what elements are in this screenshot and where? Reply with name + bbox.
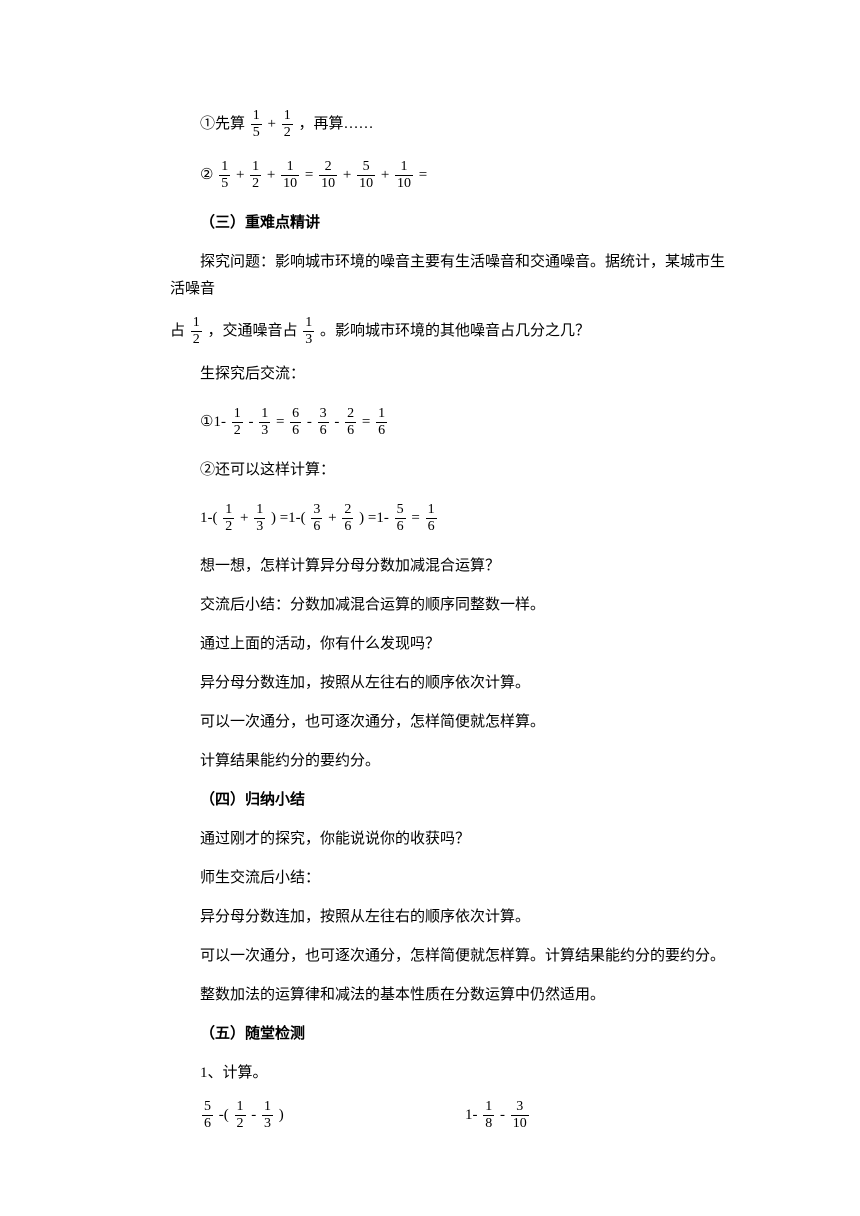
- fraction: 12: [282, 108, 293, 141]
- fraction: 15: [251, 108, 262, 141]
- op: =1-: [368, 505, 389, 532]
- paragraph: 生探究后交流：: [170, 361, 730, 388]
- rparen: ): [271, 505, 276, 532]
- exercise-2: 1- 18 - 310: [465, 1099, 730, 1132]
- op: -: [500, 1102, 505, 1129]
- text: 占: [170, 318, 185, 345]
- fraction: 12: [250, 159, 261, 192]
- text: ，再算……: [298, 111, 373, 138]
- fraction: 12: [232, 406, 243, 439]
- section-heading-3: （三）重难点精讲: [170, 210, 730, 237]
- paragraph: 异分母分数连加，按照从左往右的顺序依次计算。: [170, 670, 730, 697]
- text: ，交通噪音占: [208, 318, 298, 345]
- fraction: 110: [281, 159, 299, 192]
- equation-line-3: ①1- 12 - 13 = 66 - 36 - 26 = 16: [170, 406, 730, 439]
- op: -: [248, 409, 253, 436]
- op: -: [251, 1102, 256, 1129]
- fraction: 56: [395, 502, 406, 535]
- op: =: [419, 162, 427, 189]
- fraction: 510: [357, 159, 375, 192]
- op: +: [236, 162, 244, 189]
- fraction: 110: [395, 159, 413, 192]
- op: +: [268, 111, 276, 138]
- fraction: 26: [345, 406, 356, 439]
- fraction: 12: [235, 1099, 246, 1132]
- fraction: 16: [376, 406, 387, 439]
- fraction: 15: [219, 159, 230, 192]
- text: 1-(: [200, 505, 218, 532]
- equation-line-1: ①先算 15 + 12 ，再算……: [170, 108, 730, 141]
- fraction: 210: [319, 159, 337, 192]
- op: =: [305, 162, 313, 189]
- paragraph: 可以一次通分，也可逐次通分，怎样简便就怎样算。计算结果能约分的要约分。: [170, 943, 730, 970]
- op: =: [362, 409, 370, 436]
- document-page: ①先算 15 + 12 ，再算…… ② 15 + 12 + 110 = 210 …: [0, 0, 860, 1216]
- exercise-row: 56 -( 12 - 13 ) 1- 18 - 310: [170, 1099, 730, 1132]
- paragraph: 异分母分数连加，按照从左往右的顺序依次计算。: [170, 904, 730, 931]
- text: 1-: [465, 1102, 478, 1129]
- fraction: 13: [259, 406, 270, 439]
- op: +: [267, 162, 275, 189]
- paragraph: 通过刚才的探究，你能说说你的收获吗？: [170, 826, 730, 853]
- equation-line-2: ② 15 + 12 + 110 = 210 + 510 + 110 =: [170, 159, 730, 192]
- op: =: [411, 505, 419, 532]
- op: -: [307, 409, 312, 436]
- paragraph: 师生交流后小结：: [170, 865, 730, 892]
- op: -(: [219, 1102, 229, 1129]
- paragraph: 计算结果能约分的要约分。: [170, 748, 730, 775]
- section-heading-5: （五）随堂检测: [170, 1021, 730, 1048]
- paragraph-with-fractions: 占 12 ，交通噪音占 13 。影响城市环境的其他噪音占几分之几？: [170, 315, 730, 348]
- fraction: 12: [223, 502, 234, 535]
- fraction: 18: [483, 1099, 494, 1132]
- rparen: ): [359, 505, 364, 532]
- op: +: [343, 162, 351, 189]
- exercise-1: 56 -( 12 - 13 ): [200, 1099, 465, 1132]
- fraction: 12: [191, 315, 202, 348]
- fraction: 13: [254, 502, 265, 535]
- op: =: [276, 409, 284, 436]
- fraction: 36: [311, 502, 322, 535]
- text: ②: [200, 162, 213, 189]
- op: =1-(: [280, 505, 306, 532]
- section-heading-4: （四）归纳小结: [170, 787, 730, 814]
- fraction: 56: [202, 1099, 213, 1132]
- paragraph: 交流后小结：分数加减混合运算的顺序同整数一样。: [170, 592, 730, 619]
- op: +: [240, 505, 248, 532]
- paragraph: 探究问题：影响城市环境的噪音主要有生活噪音和交通噪音。据统计，某城市生活噪音: [170, 249, 730, 303]
- text: 。影响城市环境的其他噪音占几分之几？: [320, 318, 590, 345]
- fraction: 13: [262, 1099, 273, 1132]
- paragraph: 1、计算。: [170, 1060, 730, 1087]
- fraction: 310: [511, 1099, 529, 1132]
- paragraph: 通过上面的活动，你有什么发现吗？: [170, 631, 730, 658]
- fraction: 16: [426, 502, 437, 535]
- text: ①1-: [200, 409, 226, 436]
- op: +: [328, 505, 336, 532]
- rparen: ): [279, 1102, 284, 1129]
- paragraph: ②还可以这样计算：: [170, 457, 730, 484]
- op: -: [334, 409, 339, 436]
- paragraph: 想一想，怎样计算异分母分数加减混合运算？: [170, 553, 730, 580]
- text: ①先算: [200, 111, 245, 138]
- fraction: 66: [290, 406, 301, 439]
- paragraph: 可以一次通分，也可逐次通分，怎样简便就怎样算。: [170, 709, 730, 736]
- op: +: [381, 162, 389, 189]
- fraction: 26: [342, 502, 353, 535]
- equation-line-4: 1-( 12 + 13 ) =1-( 36 + 26 ) =1- 56 = 16: [170, 502, 730, 535]
- fraction: 13: [303, 315, 314, 348]
- paragraph: 整数加法的运算律和减法的基本性质在分数运算中仍然适用。: [170, 982, 730, 1009]
- fraction: 36: [318, 406, 329, 439]
